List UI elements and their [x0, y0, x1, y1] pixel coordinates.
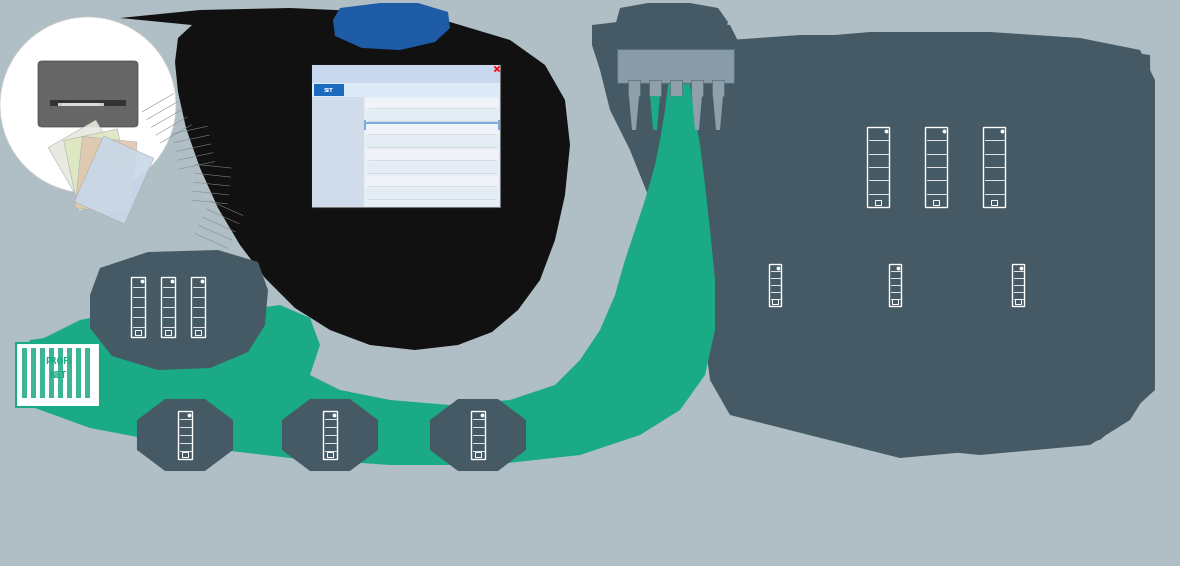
- FancyBboxPatch shape: [22, 348, 27, 398]
- Polygon shape: [137, 399, 232, 471]
- FancyBboxPatch shape: [85, 348, 90, 398]
- Polygon shape: [120, 8, 570, 350]
- Polygon shape: [691, 96, 702, 130]
- Polygon shape: [64, 129, 132, 211]
- FancyBboxPatch shape: [58, 348, 63, 398]
- Polygon shape: [90, 250, 268, 370]
- FancyBboxPatch shape: [366, 124, 498, 135]
- Text: PROFI: PROFI: [45, 358, 71, 367]
- Polygon shape: [282, 399, 378, 471]
- FancyBboxPatch shape: [366, 163, 498, 174]
- FancyBboxPatch shape: [366, 111, 498, 122]
- FancyBboxPatch shape: [366, 150, 498, 161]
- Polygon shape: [592, 20, 1155, 455]
- FancyBboxPatch shape: [649, 80, 661, 96]
- Text: SIT: SIT: [324, 88, 334, 92]
- Polygon shape: [650, 35, 1155, 458]
- Polygon shape: [650, 96, 660, 130]
- FancyBboxPatch shape: [366, 176, 498, 187]
- FancyBboxPatch shape: [66, 103, 104, 106]
- FancyBboxPatch shape: [17, 343, 100, 407]
- Polygon shape: [857, 255, 933, 315]
- FancyBboxPatch shape: [63, 103, 100, 106]
- FancyBboxPatch shape: [670, 80, 682, 96]
- FancyBboxPatch shape: [312, 83, 500, 97]
- FancyBboxPatch shape: [312, 120, 500, 130]
- FancyBboxPatch shape: [366, 98, 498, 109]
- Polygon shape: [74, 136, 137, 214]
- FancyBboxPatch shape: [40, 348, 45, 398]
- FancyBboxPatch shape: [312, 65, 500, 207]
- FancyBboxPatch shape: [366, 137, 498, 148]
- Polygon shape: [768, 100, 1080, 238]
- FancyBboxPatch shape: [617, 49, 734, 83]
- FancyBboxPatch shape: [691, 80, 703, 96]
- Polygon shape: [671, 96, 681, 130]
- Polygon shape: [629, 96, 640, 130]
- FancyBboxPatch shape: [38, 61, 138, 127]
- FancyBboxPatch shape: [76, 348, 81, 398]
- FancyBboxPatch shape: [314, 84, 345, 96]
- Polygon shape: [333, 3, 450, 50]
- FancyBboxPatch shape: [628, 80, 640, 96]
- FancyBboxPatch shape: [712, 80, 725, 96]
- Text: NET: NET: [50, 371, 66, 380]
- FancyBboxPatch shape: [31, 348, 37, 398]
- Polygon shape: [74, 136, 153, 224]
- FancyBboxPatch shape: [366, 189, 498, 200]
- Polygon shape: [736, 255, 814, 315]
- FancyBboxPatch shape: [50, 100, 126, 106]
- Polygon shape: [48, 120, 132, 210]
- Polygon shape: [18, 58, 715, 465]
- Polygon shape: [430, 399, 526, 471]
- FancyBboxPatch shape: [58, 103, 96, 106]
- Polygon shape: [979, 255, 1056, 315]
- Circle shape: [0, 17, 176, 193]
- Polygon shape: [713, 96, 723, 130]
- FancyBboxPatch shape: [312, 65, 500, 83]
- Polygon shape: [614, 3, 728, 50]
- FancyBboxPatch shape: [50, 348, 54, 398]
- FancyBboxPatch shape: [312, 97, 363, 207]
- FancyBboxPatch shape: [67, 348, 72, 398]
- Polygon shape: [20, 305, 315, 385]
